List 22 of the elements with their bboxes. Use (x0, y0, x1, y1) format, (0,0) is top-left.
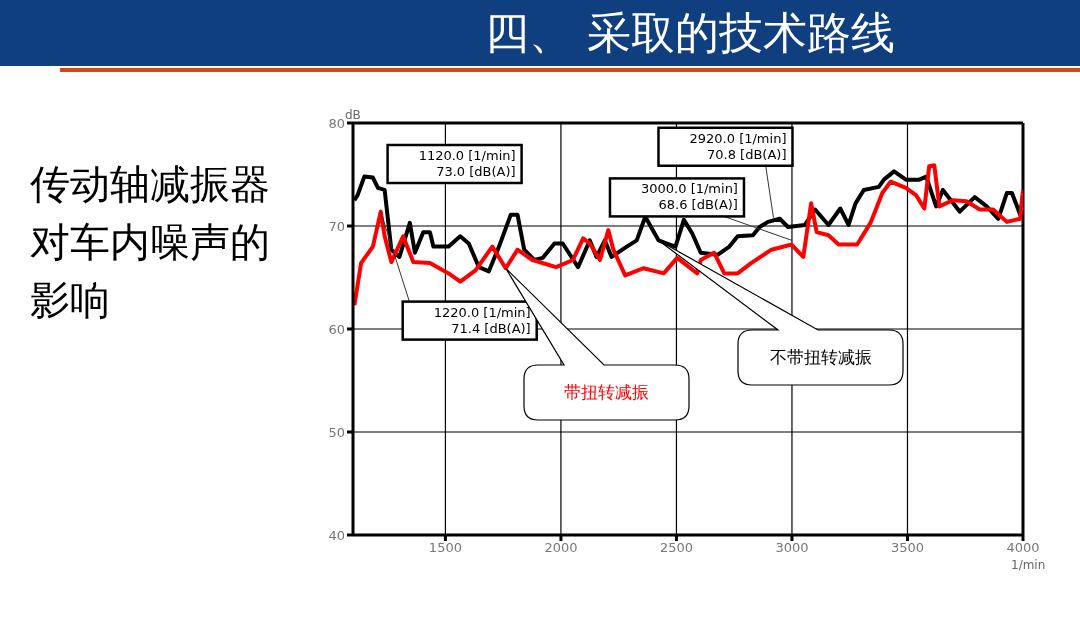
text: 传动轴减振器对车内噪声的影响 (30, 160, 271, 325)
text: 不带扭转减振 (769, 347, 872, 367)
chart-title: 四、 采取的技术路线 (484, 6, 896, 60)
x-tick-label: 2500 (659, 540, 693, 556)
x-tick-label: 1500 (428, 540, 462, 556)
line-series (353, 163, 1023, 308)
y-tick-label: 60 (328, 321, 345, 337)
annotation: 1120.0 [1/min] 73.0 [dB(A)] (418, 148, 516, 179)
annotation: 2920.0 [1/min] 70.8 [dB(A)] (689, 130, 787, 162)
y-tick-label: 70 (328, 218, 345, 234)
y-tick-label: 50 (328, 424, 345, 440)
x-axis-title: 1/min (1011, 558, 1046, 572)
x-tick-label: 2000 (544, 540, 578, 556)
y-axis-title: dB (345, 108, 361, 122)
x-tick-label: 3000 (775, 540, 809, 556)
x-tick-label: 4000 (1006, 540, 1040, 556)
annotation: 3000.0 [1/min] 68.6 [dB(A)] (641, 181, 738, 213)
y-tick-label: 40 (328, 527, 345, 543)
text: 带扭转减振 (564, 382, 649, 402)
annotation: 1220.0 [1/min] 71.4 [dB(A)] (433, 304, 531, 336)
x-tick-label: 3500 (890, 540, 925, 556)
y-tick-label: 80 (328, 115, 345, 131)
